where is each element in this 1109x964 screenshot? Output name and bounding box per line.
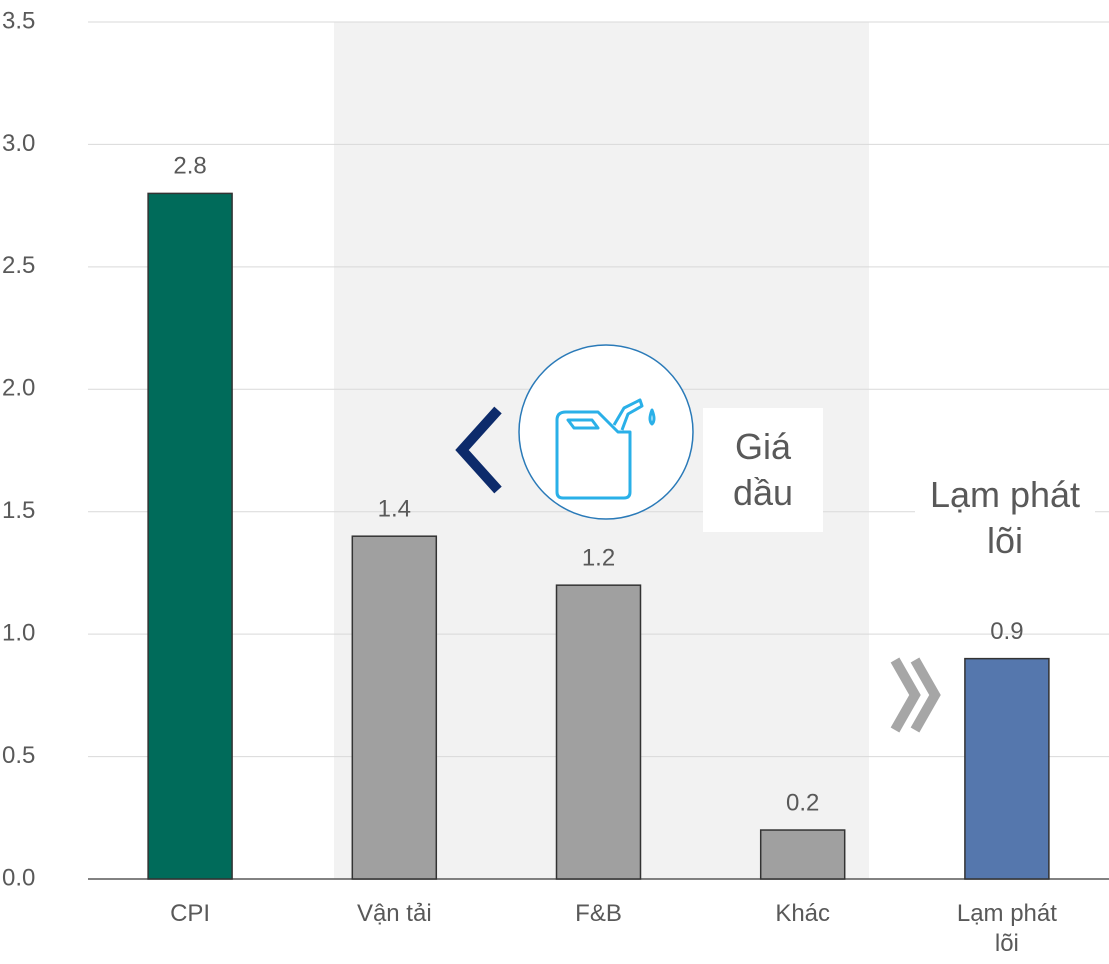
bar [759, 829, 846, 880]
y-tick-label: 1.5 [2, 497, 35, 524]
y-tick-label: 3.0 [2, 130, 35, 157]
bar [351, 535, 438, 880]
y-tick-label: 0.0 [2, 864, 35, 891]
y-tick-label: 2.5 [2, 252, 35, 279]
bar [964, 657, 1050, 880]
value-label: 1.4 [378, 496, 411, 523]
value-label: 0.2 [786, 789, 819, 816]
y-tick-label: 0.5 [2, 742, 35, 769]
value-label: 2.8 [173, 153, 206, 180]
x-tick-label: Vận tải [356, 900, 432, 927]
fuel-can-icon [555, 398, 656, 500]
icon-circle [518, 344, 694, 520]
value-label: 1.2 [582, 545, 615, 572]
annotation: Giá dầu [703, 408, 823, 532]
bar [555, 584, 642, 880]
y-tick-label: 2.0 [2, 375, 35, 402]
bar [147, 192, 233, 880]
x-tick-label: F&B [575, 900, 622, 927]
annotation: Lạm phát lõi [915, 472, 1095, 564]
value-label: 0.9 [990, 618, 1023, 645]
y-tick-label: 3.5 [2, 7, 35, 34]
x-tick-label: Lạm phát lõi [956, 900, 1057, 957]
double-chevron [890, 657, 941, 733]
y-tick-label: 1.0 [2, 619, 35, 646]
chevron-left [455, 406, 502, 494]
x-tick-label: Khác [775, 900, 831, 927]
x-tick-label: CPI [170, 900, 211, 927]
